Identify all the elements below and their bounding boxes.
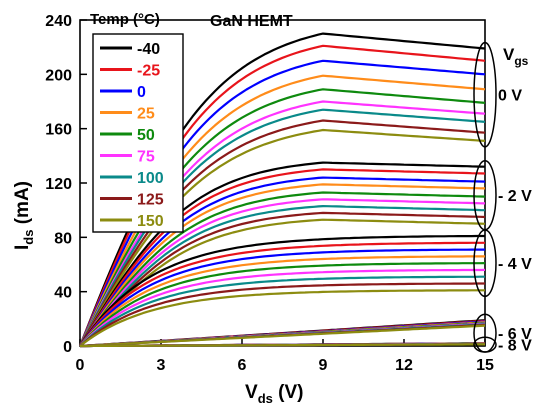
curve-vgs2-temp4 [79,262,486,347]
curve-vgs1-temp6 [79,205,486,347]
curve-vgs2-temp6 [79,275,485,347]
y-tick-label: 120 [45,176,72,193]
curve-vgs2-temp2 [79,248,485,347]
x-tick-label: 3 [157,357,166,374]
curve-vgs4-temp8 [80,343,485,348]
curve-vgs2-temp5 [79,268,486,347]
x-axis-label-main: V [245,382,258,403]
y-tick-label: 80 [54,230,72,247]
vgs-value-label: - 6 V [498,326,532,343]
legend-label: 25 [137,106,155,123]
legend-label: 75 [137,149,155,166]
chart-title: GaN HEMT [210,13,293,30]
vgs-value-label: - 4 V [498,256,532,273]
curve-vgs0-temp8 [79,128,486,347]
curve-vgs1-temp4 [79,191,486,347]
vgs-label-sub: gs [514,54,528,68]
legend-label: 150 [137,213,164,230]
vgs-value-label: - 8 V [498,338,532,355]
x-axis-label-sub: ds [258,391,273,406]
legend-label: 125 [137,192,164,209]
x-tick-label: 6 [238,357,247,374]
curve-vgs2-temp7 [79,282,485,347]
vgs-group-markers: 0 V - 2 V - 4 V - 6 V- 8 V [473,41,532,355]
y-tick-label: 160 [45,122,72,139]
x-tick-label: 15 [476,357,494,374]
curve-vgs2-temp8 [79,289,485,347]
curve-vgs0-temp7 [79,119,486,347]
curve-vgs1-temp2 [79,176,486,347]
legend-label: 100 [137,170,164,187]
vgs-ellipse [473,41,497,148]
curve-vgs1-temp0 [79,161,486,347]
legend-label: 50 [137,127,155,144]
x-axis-label: Vds (V) [245,382,303,406]
vgs-label-main: V [503,45,515,64]
curve-vgs2-temp1 [79,241,485,347]
y-tick-label: 200 [45,67,72,84]
legend-label: -25 [137,63,160,80]
y-tick-label: 40 [54,285,72,302]
y-axis-label-main: I [12,245,33,250]
curve-vgs1-temp8 [79,218,486,347]
x-tick-label: 9 [319,357,328,374]
x-tick-label: 12 [395,357,413,374]
curve-vgs1-temp7 [79,211,486,347]
curve-vgs1-temp3 [79,183,486,347]
curve-vgs2-temp0 [79,234,485,347]
legend-label: 0 [137,84,146,101]
vgs-value-label: 0 V [498,88,522,105]
y-axis-label-sub: ds [21,230,36,245]
legend-title: Temp (°C) [90,11,160,28]
vgs-label: Vgs [503,45,529,68]
curve-vgs3-temp8 [79,324,486,348]
y-tick-label: 240 [45,13,72,30]
legend: -40 -25 0 25 50 75 100 125 150 [92,33,184,233]
y-tick-label: 0 [63,339,72,356]
curve-vgs2-temp3 [79,255,485,347]
y-axis-label-unit: (mA) [12,181,33,230]
curve-vgs1-temp5 [79,198,486,347]
legend-label: -40 [137,41,160,58]
x-axis-label-unit: (V) [273,382,304,403]
vgs-value-label: - 2 V [498,188,532,205]
vgs-ellipse [473,336,497,353]
vgs-ellipse [473,229,497,298]
curve-vgs1-temp1 [79,168,486,347]
y-axis-label: Ids (mA) [12,181,36,250]
x-tick-label: 0 [76,357,85,374]
